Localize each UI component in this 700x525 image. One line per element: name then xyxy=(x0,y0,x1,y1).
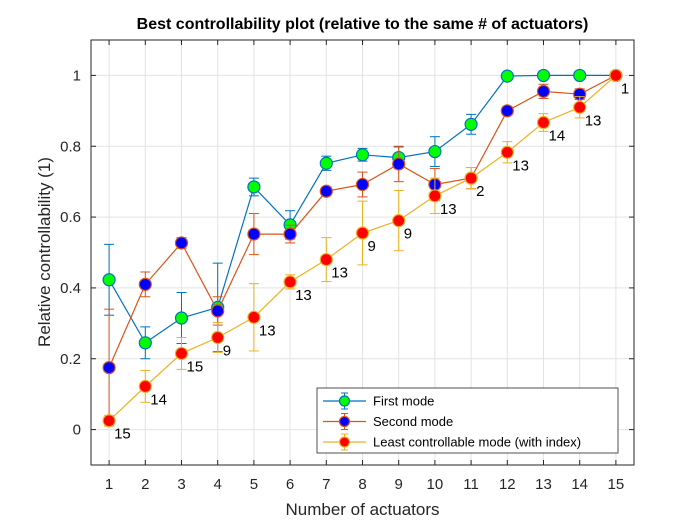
data-point xyxy=(138,379,152,393)
x-tick-label: 2 xyxy=(141,476,149,493)
point-label: 2 xyxy=(476,183,484,200)
data-point xyxy=(283,275,297,289)
x-tick-label: 1 xyxy=(105,476,113,493)
point-label: 1 xyxy=(621,80,629,97)
series-layer: 15 14 15 9 13 13 13 9 9 13 2 13 14 13 1 xyxy=(102,68,629,443)
x-tick-label: 10 xyxy=(427,476,444,493)
series-3: 15 14 15 9 13 13 13 9 9 13 2 13 14 13 1 xyxy=(102,68,629,443)
legend-entry: Least controllable mode (with index) xyxy=(323,433,581,451)
point-label: 13 xyxy=(331,265,348,282)
data-point xyxy=(573,68,587,83)
y-tick-label: 0.2 xyxy=(60,351,81,368)
data-point xyxy=(464,117,478,131)
data-point xyxy=(428,189,442,203)
data-point xyxy=(283,227,297,241)
point-label: 15 xyxy=(114,426,131,443)
data-point xyxy=(536,84,551,98)
point-label: 9 xyxy=(223,343,231,360)
point-label: 13 xyxy=(585,112,602,129)
y-axis-label: Relative controllability (1) xyxy=(35,157,54,347)
data-point xyxy=(102,273,116,287)
data-point xyxy=(355,226,370,240)
data-point xyxy=(392,214,406,228)
legend-label: First mode xyxy=(373,394,434,409)
data-point xyxy=(536,68,551,83)
data-point xyxy=(174,311,189,325)
point-label: 9 xyxy=(368,238,376,255)
data-point xyxy=(464,171,478,185)
x-tick-label: 11 xyxy=(463,476,479,493)
data-point xyxy=(355,177,370,192)
data-point xyxy=(211,330,225,345)
data-point xyxy=(355,148,370,162)
legend-box xyxy=(316,387,619,454)
x-tick-label: 14 xyxy=(571,476,588,493)
legend-label: Second mode xyxy=(373,414,453,429)
data-point xyxy=(319,252,333,267)
x-tick-label: 15 xyxy=(608,476,625,493)
x-tick-label: 8 xyxy=(358,476,366,493)
data-point xyxy=(609,68,623,83)
x-tick-label: 12 xyxy=(499,476,516,493)
data-point xyxy=(500,69,514,83)
point-label: 13 xyxy=(440,201,457,218)
data-point xyxy=(500,104,514,118)
legend: First mode Second mode Least controllable … xyxy=(316,387,619,454)
x-tick-label: 9 xyxy=(395,476,403,493)
chart-title: Best controllability plot (relative to t… xyxy=(137,16,589,33)
x-tick-label: 3 xyxy=(177,476,185,493)
point-label: 13 xyxy=(512,157,529,174)
data-point xyxy=(536,115,551,130)
data-point xyxy=(174,346,189,361)
y-tick-label: 0.4 xyxy=(60,280,81,297)
data-point xyxy=(102,414,116,428)
x-tick-label: 5 xyxy=(250,476,258,493)
data-point xyxy=(500,145,514,159)
y-tick-label: 0 xyxy=(73,422,81,439)
legend-marker xyxy=(338,395,351,407)
data-point xyxy=(319,184,333,198)
y-tick-label: 0.8 xyxy=(60,138,81,155)
point-label: 14 xyxy=(150,391,167,408)
data-point xyxy=(247,310,261,324)
legend-marker xyxy=(338,415,351,428)
legend-entry: Second mode xyxy=(323,413,453,430)
x-axis-label: Number of actuators xyxy=(285,500,439,519)
point-label: 13 xyxy=(259,322,276,339)
data-point xyxy=(211,304,225,318)
data-point xyxy=(428,144,442,159)
legend-entry: First mode xyxy=(323,392,434,410)
x-tick-label: 13 xyxy=(535,476,552,493)
y-tick-label: 0.6 xyxy=(60,209,81,226)
data-point xyxy=(573,100,587,114)
data-point xyxy=(138,336,152,350)
data-point xyxy=(392,157,406,171)
data-point xyxy=(247,180,261,194)
x-tick-label: 4 xyxy=(214,476,222,493)
data-point xyxy=(138,277,152,291)
point-label: 14 xyxy=(549,128,566,145)
x-tick-label: 6 xyxy=(286,476,294,493)
x-tick-label: 7 xyxy=(322,476,330,493)
data-point xyxy=(319,156,333,170)
point-label: 9 xyxy=(404,226,412,243)
series-1 xyxy=(102,68,623,360)
y-tick-label: 1 xyxy=(73,67,81,84)
point-label: 15 xyxy=(187,358,204,375)
legend-marker xyxy=(338,436,351,448)
point-label: 13 xyxy=(295,287,312,304)
series-2 xyxy=(102,68,623,427)
legend-label: Least controllable mode (with index) xyxy=(373,435,581,450)
data-point xyxy=(174,236,189,250)
data-point xyxy=(102,361,116,375)
data-point xyxy=(247,227,261,241)
